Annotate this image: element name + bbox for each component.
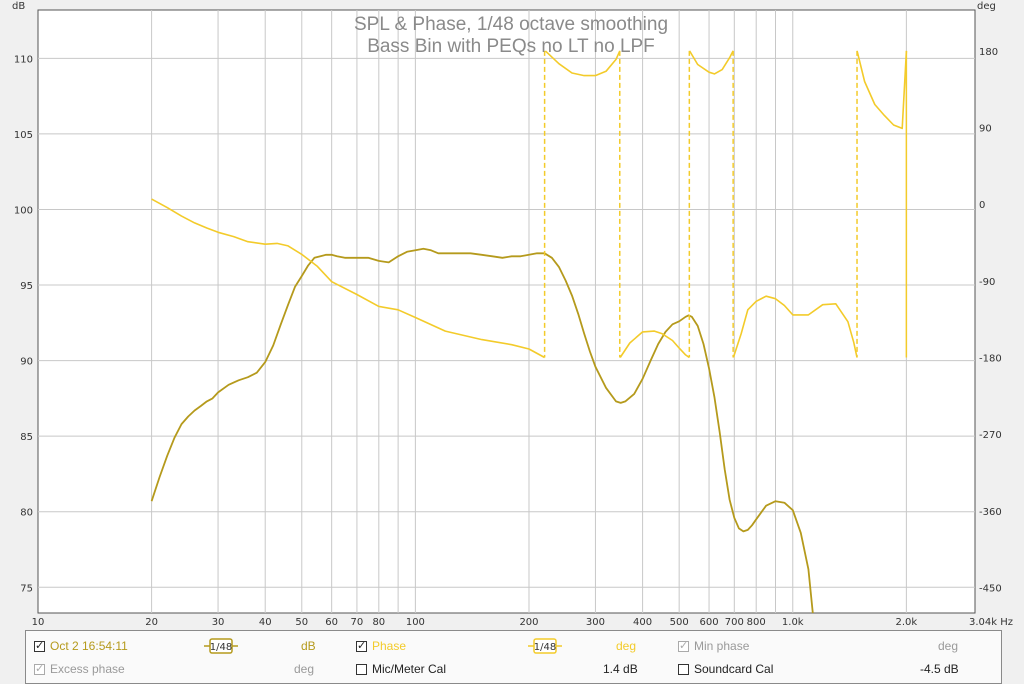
y-right-tick-label: 90 (979, 124, 992, 135)
phase-smoothing-value: 1/48 (534, 642, 556, 653)
x-tick-label: 40 (259, 617, 272, 628)
excess-phase-label[interactable]: Excess phase (50, 662, 125, 676)
spl-unit: dB (301, 639, 316, 653)
plot-area (37, 9, 976, 614)
phase-series-segment (688, 50, 734, 75)
spl-series-line (150, 247, 814, 614)
soundcard-cal-checkbox[interactable] (678, 664, 689, 675)
y-right-tick-label: 0 (979, 200, 985, 211)
chart: 75 80 85 90 95 100 105 110 180 90 0 -90 -180 -270 -360… (12, 1, 1013, 628)
tick-layer: 75 80 85 90 95 100 105 110 180 90 0 -90 -180 -270 -360… (14, 47, 1013, 628)
soundcard-cal-label[interactable]: Soundcard Cal (694, 662, 774, 676)
y-right-tick-label: -450 (979, 583, 1002, 594)
phase-unit: deg (616, 639, 637, 653)
chart-subtitle: Bass Bin with PEQs no LT no LPF (367, 36, 655, 57)
phase-checkbox[interactable] (356, 639, 367, 652)
y-left-tick-label: 85 (20, 432, 33, 443)
x-tick-label: 700 (725, 617, 744, 628)
x-tick-label: 400 (633, 617, 652, 628)
excess-phase-checkbox[interactable] (34, 662, 45, 675)
y-left-tick-label: 80 (20, 508, 33, 519)
phase-series-segment (856, 50, 908, 130)
legend-panel: Oct 2 16:54:11 1/48 dB Phase 1/48 deg Mi… (25, 630, 1002, 684)
excess-phase-unit: deg (294, 662, 315, 676)
measurement-checkbox[interactable] (34, 639, 45, 652)
min-phase-label[interactable]: Min phase (694, 639, 750, 653)
x-tick-label: 500 (670, 617, 689, 628)
mic-cal-value: 1.4 dB (603, 662, 638, 676)
smoothing-icon[interactable]: 1/48 (204, 637, 238, 655)
x-tick-label: 800 (747, 617, 766, 628)
y-left-tick-label: 75 (20, 583, 33, 594)
series-layer (150, 50, 908, 614)
y-left-tick-label: 95 (20, 281, 33, 292)
phase-smoothing-icon[interactable]: 1/48 (528, 637, 562, 655)
x-tick-label: 70 (351, 617, 364, 628)
y-left-tick-label: 105 (14, 130, 33, 141)
phase-label[interactable]: Phase (372, 639, 407, 653)
y-left-unit: dB (12, 1, 25, 12)
min-phase-checkbox[interactable] (678, 639, 689, 652)
mic-cal-checkbox[interactable] (356, 664, 367, 675)
y-right-tick-label: -270 (979, 430, 1002, 441)
chart-title: SPL & Phase, 1/48 octave smoothing (354, 14, 668, 35)
x-tick-label: 300 (586, 617, 605, 628)
phase-series-segment (619, 330, 690, 359)
phase-series-segment (151, 198, 545, 359)
x-tick-label: 80 (372, 617, 385, 628)
y-left-tick-label: 100 (14, 205, 33, 216)
x-tick-label: 30 (212, 617, 225, 628)
phase-series-segment (732, 295, 858, 358)
x-tick-label: 600 (700, 617, 719, 628)
x-tick-label: 200 (519, 617, 538, 628)
x-tick-label: 3.04k Hz (969, 617, 1013, 628)
y-right-tick-label: -360 (979, 507, 1002, 518)
grid-lines (38, 10, 975, 613)
x-tick-label: 10 (32, 617, 45, 628)
smoothing-value: 1/48 (210, 642, 232, 653)
y-left-tick-label: 90 (20, 357, 33, 368)
y-right-tick-label: -180 (979, 353, 1002, 364)
x-tick-label: 50 (295, 617, 308, 628)
y-left-tick-label: 110 (14, 54, 33, 65)
y-right-tick-label: 180 (979, 47, 998, 58)
measurement-label[interactable]: Oct 2 16:54:11 (50, 639, 128, 653)
y-right-tick-label: -90 (979, 277, 995, 288)
soundcard-cal-value: -4.5 dB (920, 662, 959, 676)
y-right-unit: deg (977, 1, 996, 12)
min-phase-unit: deg (938, 639, 959, 653)
x-tick-label: 20 (145, 617, 158, 628)
mic-cal-label[interactable]: Mic/Meter Cal (372, 662, 447, 676)
x-tick-label: 2.0k (896, 617, 918, 628)
x-tick-label: 60 (325, 617, 338, 628)
x-tick-label: 100 (406, 617, 425, 628)
phase-series-segment (544, 50, 621, 77)
x-tick-label: 1.0k (782, 617, 804, 628)
